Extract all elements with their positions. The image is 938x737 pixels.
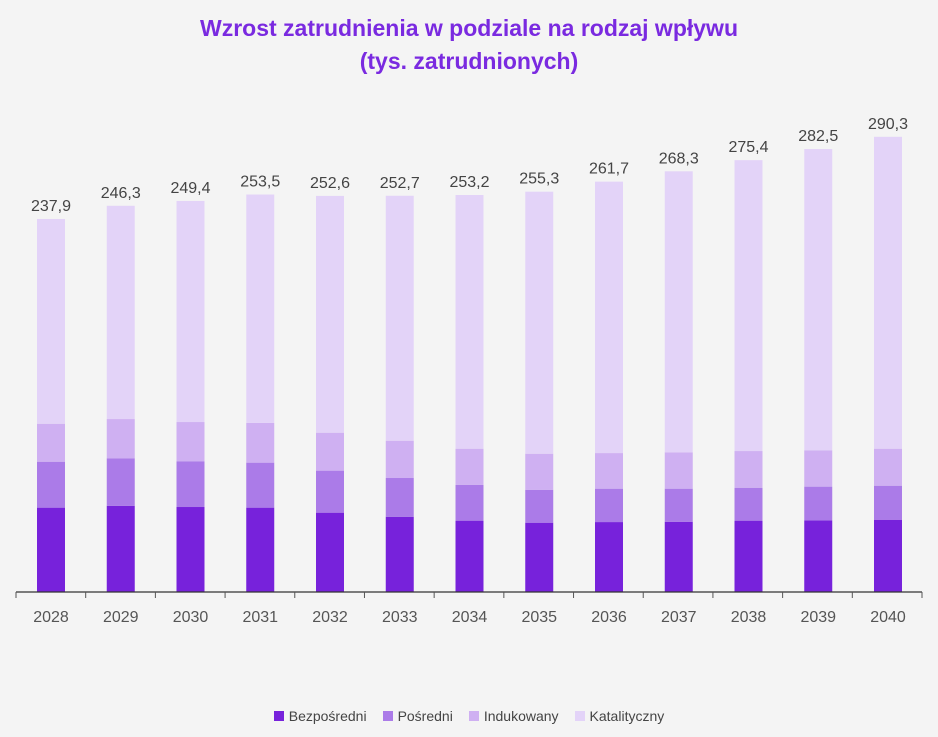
bar-segment-bezpośredni <box>455 520 484 592</box>
legend-label: Indukowany <box>483 708 559 724</box>
bar-segment-indukowany <box>804 450 833 487</box>
bar-segment-pośredni <box>734 487 763 521</box>
bar-segment-indukowany <box>664 452 693 489</box>
legend: Bezpośredni Pośredni Indukowany Katalityczn… <box>0 708 938 724</box>
legend-swatch <box>468 711 479 721</box>
bar-segment-pośredni <box>176 461 205 508</box>
bar-segment-katalityczny <box>176 200 205 423</box>
subtitle-line: (tys. zatrudnionych) <box>359 48 579 74</box>
x-tick-label: 2040 <box>870 609 906 626</box>
bar-segment-indukowany <box>595 453 623 489</box>
bar-segment-katalityczny <box>664 171 693 453</box>
legend-label: Bezpośredni <box>288 708 367 724</box>
bar-segment-bezpośredni <box>37 507 65 592</box>
bar-segment-pośredni <box>455 484 484 521</box>
bar-segment-bezpośredni <box>385 516 414 592</box>
stacked-bar-chart: 237,9 2028 246,3 2029 249,4 2030 253,5 2031 252,… <box>15 116 923 626</box>
total-label: 252,7 <box>380 175 420 192</box>
bar-segment-katalityczny <box>316 195 344 433</box>
x-tick-label: 2029 <box>103 609 139 626</box>
bar-segment-bezpośredni <box>874 519 902 592</box>
total-label: 268,3 <box>659 150 699 167</box>
legend-label: Katalityczny <box>589 708 665 724</box>
legend-item: Katalityczny <box>574 708 665 724</box>
x-tick-label: 2031 <box>242 609 278 626</box>
bar-segment-indukowany <box>734 451 763 488</box>
bar-segment-bezpośredni <box>316 512 344 592</box>
bar-segment-indukowany <box>37 423 65 462</box>
bar-segment-pośredni <box>804 486 833 521</box>
bar-segment-katalityczny <box>804 149 833 451</box>
bar-segment-indukowany <box>455 448 484 485</box>
bar-segment-indukowany <box>525 453 554 490</box>
legend-swatch <box>382 711 393 721</box>
bar-segment-katalityczny <box>595 181 623 454</box>
bar-segment-katalityczny <box>525 191 554 454</box>
x-tick-label: 2032 <box>312 609 348 626</box>
bar-segment-bezpośredni <box>664 521 693 592</box>
bar-segment-indukowany <box>246 422 275 463</box>
bar-segment-katalityczny <box>37 218 65 424</box>
bar-segment-pośredni <box>595 488 623 523</box>
bar-segment-pośredni <box>874 485 902 520</box>
x-tick-label: 2037 <box>661 609 697 626</box>
bar-segment-indukowany <box>385 440 414 479</box>
bar-segment-indukowany <box>316 432 344 471</box>
total-label: 252,6 <box>310 175 350 192</box>
legend-item: Pośredni <box>382 708 453 724</box>
total-label: 253,5 <box>240 174 280 191</box>
total-label: 253,2 <box>449 174 489 191</box>
total-label: 282,5 <box>798 128 838 145</box>
bar-segment-bezpośredni <box>595 522 623 592</box>
bar-segment-bezpośredni <box>246 507 275 592</box>
legend-label: Pośredni <box>397 708 453 724</box>
x-tick-label: 2036 <box>591 609 627 626</box>
bar-segment-indukowany <box>874 448 902 486</box>
bar-segment-indukowany <box>176 422 205 462</box>
bar-segment-pośredni <box>37 461 65 508</box>
bar-segment-pośredni <box>316 470 344 513</box>
bar-segment-katalityczny <box>455 194 484 449</box>
bar-segment-pośredni <box>246 462 275 508</box>
bar-segment-katalityczny <box>385 195 414 441</box>
title-line: Wzrost zatrudnienia w podziale na rodzaj… <box>200 15 738 41</box>
bar-segment-bezpośredni <box>176 507 205 592</box>
bar-segment-katalityczny <box>246 194 275 423</box>
bar-segment-pośredni <box>525 489 554 523</box>
x-tick-label: 2038 <box>731 609 767 626</box>
bar-segment-indukowany <box>106 419 135 459</box>
x-tick-label: 2034 <box>452 609 488 626</box>
bar-segment-bezpośredni <box>804 520 833 592</box>
total-label: 246,3 <box>101 185 141 202</box>
total-label: 290,3 <box>868 116 908 133</box>
x-tick-label: 2033 <box>382 609 418 626</box>
x-tick-label: 2035 <box>521 609 557 626</box>
bar-segment-katalityczny <box>106 205 135 420</box>
bar-segment-bezpośredni <box>525 522 554 592</box>
legend-item: Bezpośredni <box>273 708 367 724</box>
x-tick-label: 2039 <box>800 609 836 626</box>
legend-swatch <box>273 711 284 721</box>
legend-swatch <box>574 711 585 721</box>
chart-title: Wzrost zatrudnienia w podziale na rodzaj… <box>0 12 938 78</box>
legend-item: Indukowany <box>468 708 559 724</box>
total-label: 275,4 <box>728 139 768 156</box>
bar-segment-pośredni <box>106 458 135 506</box>
total-label: 249,4 <box>170 180 210 197</box>
bar-segment-pośredni <box>385 478 414 517</box>
total-label: 261,7 <box>589 161 629 178</box>
bar-segment-bezpośredni <box>106 505 135 592</box>
bar-segment-bezpośredni <box>734 520 763 592</box>
total-label: 237,9 <box>31 198 71 215</box>
x-tick-label: 2028 <box>33 609 69 626</box>
bar-segment-katalityczny <box>734 160 763 452</box>
bar-segment-pośredni <box>664 488 693 522</box>
bar-segment-katalityczny <box>874 136 902 449</box>
total-label: 255,3 <box>519 171 559 188</box>
x-tick-label: 2030 <box>173 609 209 626</box>
